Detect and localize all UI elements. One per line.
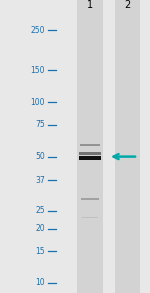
Text: 10: 10 bbox=[35, 278, 45, 287]
Bar bbox=[81, 198, 99, 200]
Bar bbox=[79, 152, 101, 155]
Bar bbox=[79, 156, 101, 160]
Text: 2: 2 bbox=[124, 0, 131, 10]
Text: 20: 20 bbox=[35, 224, 45, 233]
Bar bbox=[115, 0, 140, 293]
Bar bbox=[77, 0, 103, 293]
Text: 15: 15 bbox=[35, 247, 45, 255]
Text: 50: 50 bbox=[35, 152, 45, 161]
Text: 37: 37 bbox=[35, 176, 45, 185]
Text: 75: 75 bbox=[35, 120, 45, 129]
Text: 1: 1 bbox=[87, 0, 93, 10]
Bar bbox=[80, 144, 100, 146]
Text: 100: 100 bbox=[30, 98, 45, 107]
Text: 25: 25 bbox=[35, 207, 45, 215]
Bar bbox=[82, 217, 98, 218]
Text: 150: 150 bbox=[30, 66, 45, 75]
Text: 250: 250 bbox=[30, 26, 45, 35]
